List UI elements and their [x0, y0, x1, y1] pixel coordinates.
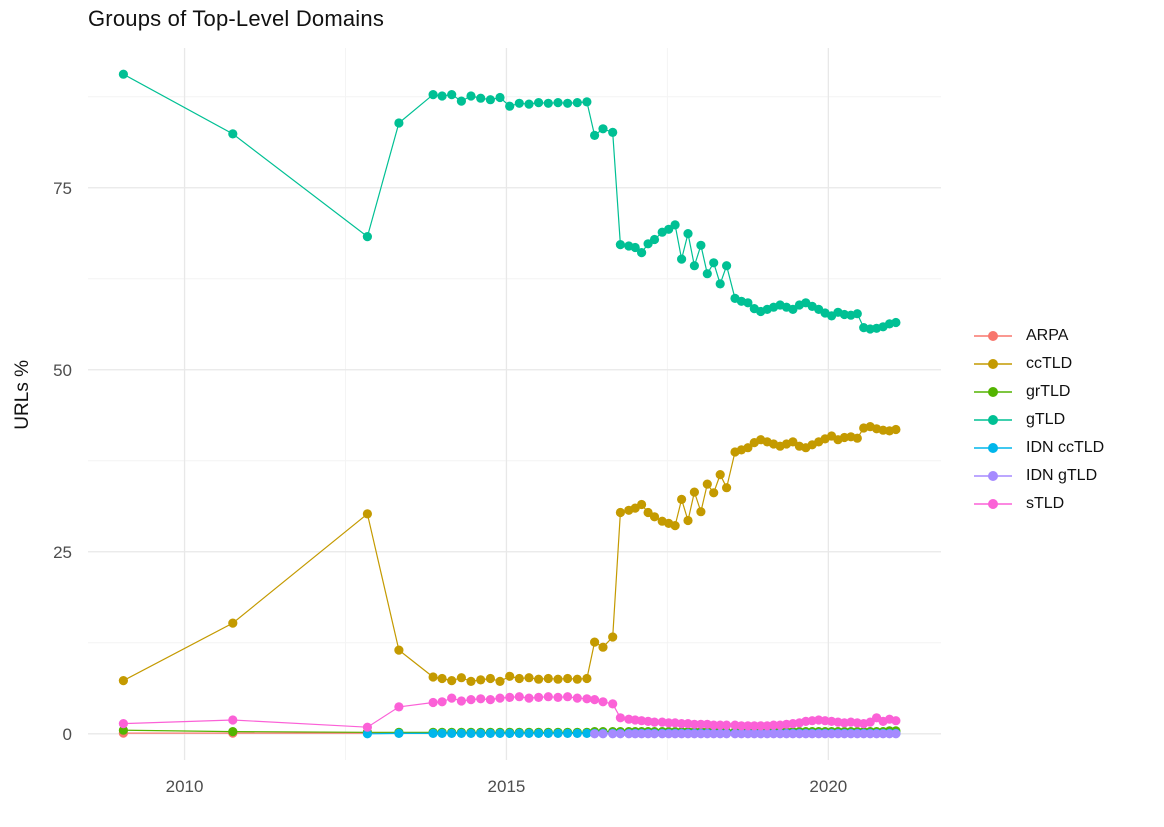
gridlines-minor	[88, 48, 941, 760]
y-tick-label: 75	[53, 179, 72, 198]
legend-label: IDN ccTLD	[1026, 439, 1105, 456]
series-sTLD	[118, 692, 901, 732]
legend-item-ccTLD: ccTLD	[972, 350, 1104, 378]
series-ccTLD	[118, 422, 901, 687]
series-IDN-gTLD	[590, 729, 901, 739]
y-tick-label: 25	[53, 543, 72, 562]
legend-item-grTLD: grTLD	[972, 378, 1104, 406]
legend-key-icon	[974, 331, 1012, 341]
y-tick-label: 50	[53, 361, 72, 380]
x-tick-label: 2010	[166, 777, 204, 796]
legend-key-icon	[974, 415, 1012, 425]
legend-label: IDN gTLD	[1026, 467, 1098, 484]
x-tick-label: 2020	[809, 777, 847, 796]
legend-label: sTLD	[1026, 495, 1065, 512]
legend-key-icon	[974, 471, 1012, 481]
legend-label: ccTLD	[1026, 355, 1073, 372]
legend-item-gTLD: gTLD	[972, 406, 1104, 434]
legend-item-sTLD: sTLD	[972, 490, 1104, 518]
legend-label: gTLD	[1026, 411, 1066, 428]
legend-item-IDN-gTLD: IDN gTLD	[972, 462, 1104, 490]
legend-item-IDN-ccTLD: IDN ccTLD	[972, 434, 1104, 462]
gridlines-major	[88, 48, 941, 760]
legend-key-icon	[974, 359, 1012, 369]
series-gTLD	[118, 69, 901, 334]
legend-item-ARPA: ARPA	[972, 322, 1104, 350]
legend-key-icon	[974, 387, 1012, 397]
legend-label: grTLD	[1026, 383, 1071, 400]
y-tick-labels: 0 25 50 75	[53, 179, 72, 744]
y-tick-label: 0	[63, 725, 72, 744]
legend-label: ARPA	[1026, 327, 1069, 344]
x-tick-labels: 2010 2015 2020	[166, 777, 848, 796]
legend: ARPA ccTLD grTLD gTLD IDN ccTLD IDN gTLD sTLD	[972, 322, 1104, 518]
legend-key-icon	[974, 499, 1012, 509]
chart-title: Groups of Top-Level Domains	[88, 6, 385, 31]
legend-key-icon	[974, 443, 1012, 453]
x-tick-label: 2015	[488, 777, 526, 796]
